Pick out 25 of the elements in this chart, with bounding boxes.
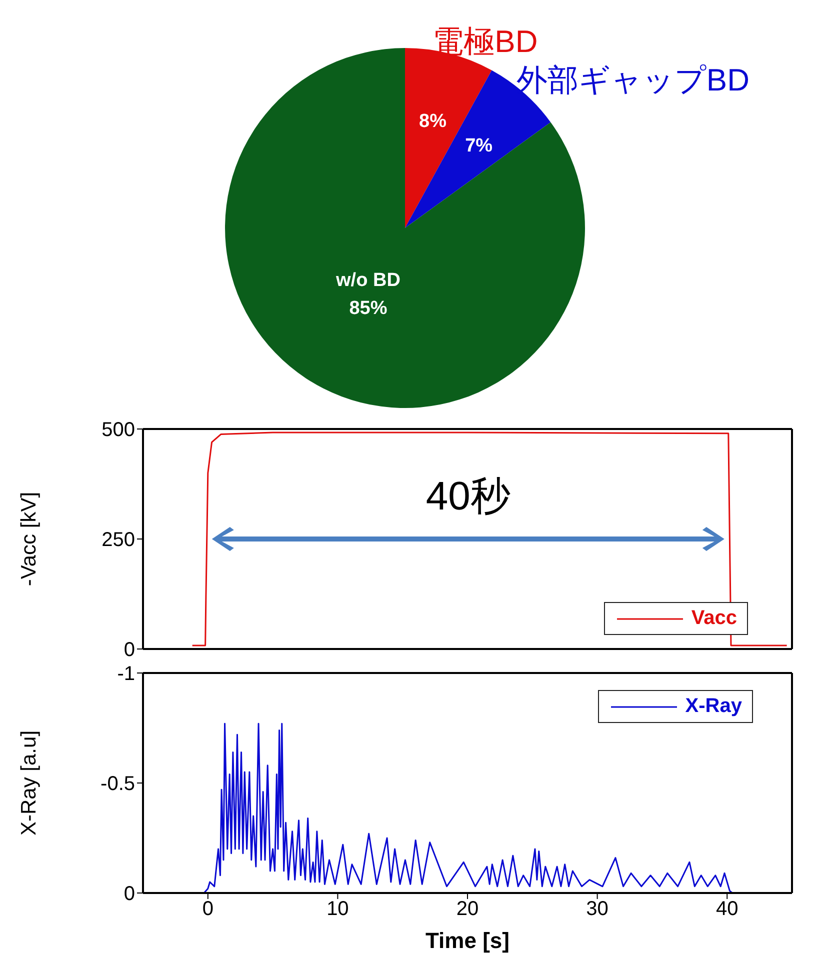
y-axis-title: X-Ray [a.u] bbox=[17, 730, 40, 836]
y-tick-label: 250 bbox=[102, 529, 135, 552]
y-axis-title: -Vacc [kV] bbox=[17, 492, 40, 586]
x-tick-label: 30 bbox=[586, 898, 608, 920]
x-tick-label: 40 bbox=[716, 898, 738, 920]
y-tick-label: 0 bbox=[124, 883, 135, 906]
x-tick-label: 10 bbox=[326, 898, 349, 920]
slice-label: w/o BD bbox=[335, 270, 400, 292]
x-tick-label: 20 bbox=[456, 898, 479, 920]
data-label: 7% bbox=[465, 135, 493, 156]
annotation: 40秒 bbox=[426, 474, 510, 519]
slice-label: 電極BD bbox=[432, 24, 538, 60]
y-tick-label: 500 bbox=[102, 419, 135, 442]
slice-label: 外部ギャップBD bbox=[516, 62, 750, 98]
legend-label: Vacc bbox=[691, 607, 737, 630]
data-label: 85% bbox=[349, 298, 388, 320]
line-series bbox=[192, 432, 788, 646]
y-tick-label: 0 bbox=[124, 639, 135, 662]
legend-label: X-Ray bbox=[685, 695, 742, 718]
x-tick-label: 0 bbox=[202, 898, 214, 920]
x-axis-title: Time [s] bbox=[426, 928, 510, 953]
data-label: 8% bbox=[419, 110, 447, 132]
y-tick-label: -1 bbox=[117, 663, 135, 686]
line-series bbox=[203, 722, 734, 893]
y-tick-label: -0.5 bbox=[100, 773, 135, 796]
